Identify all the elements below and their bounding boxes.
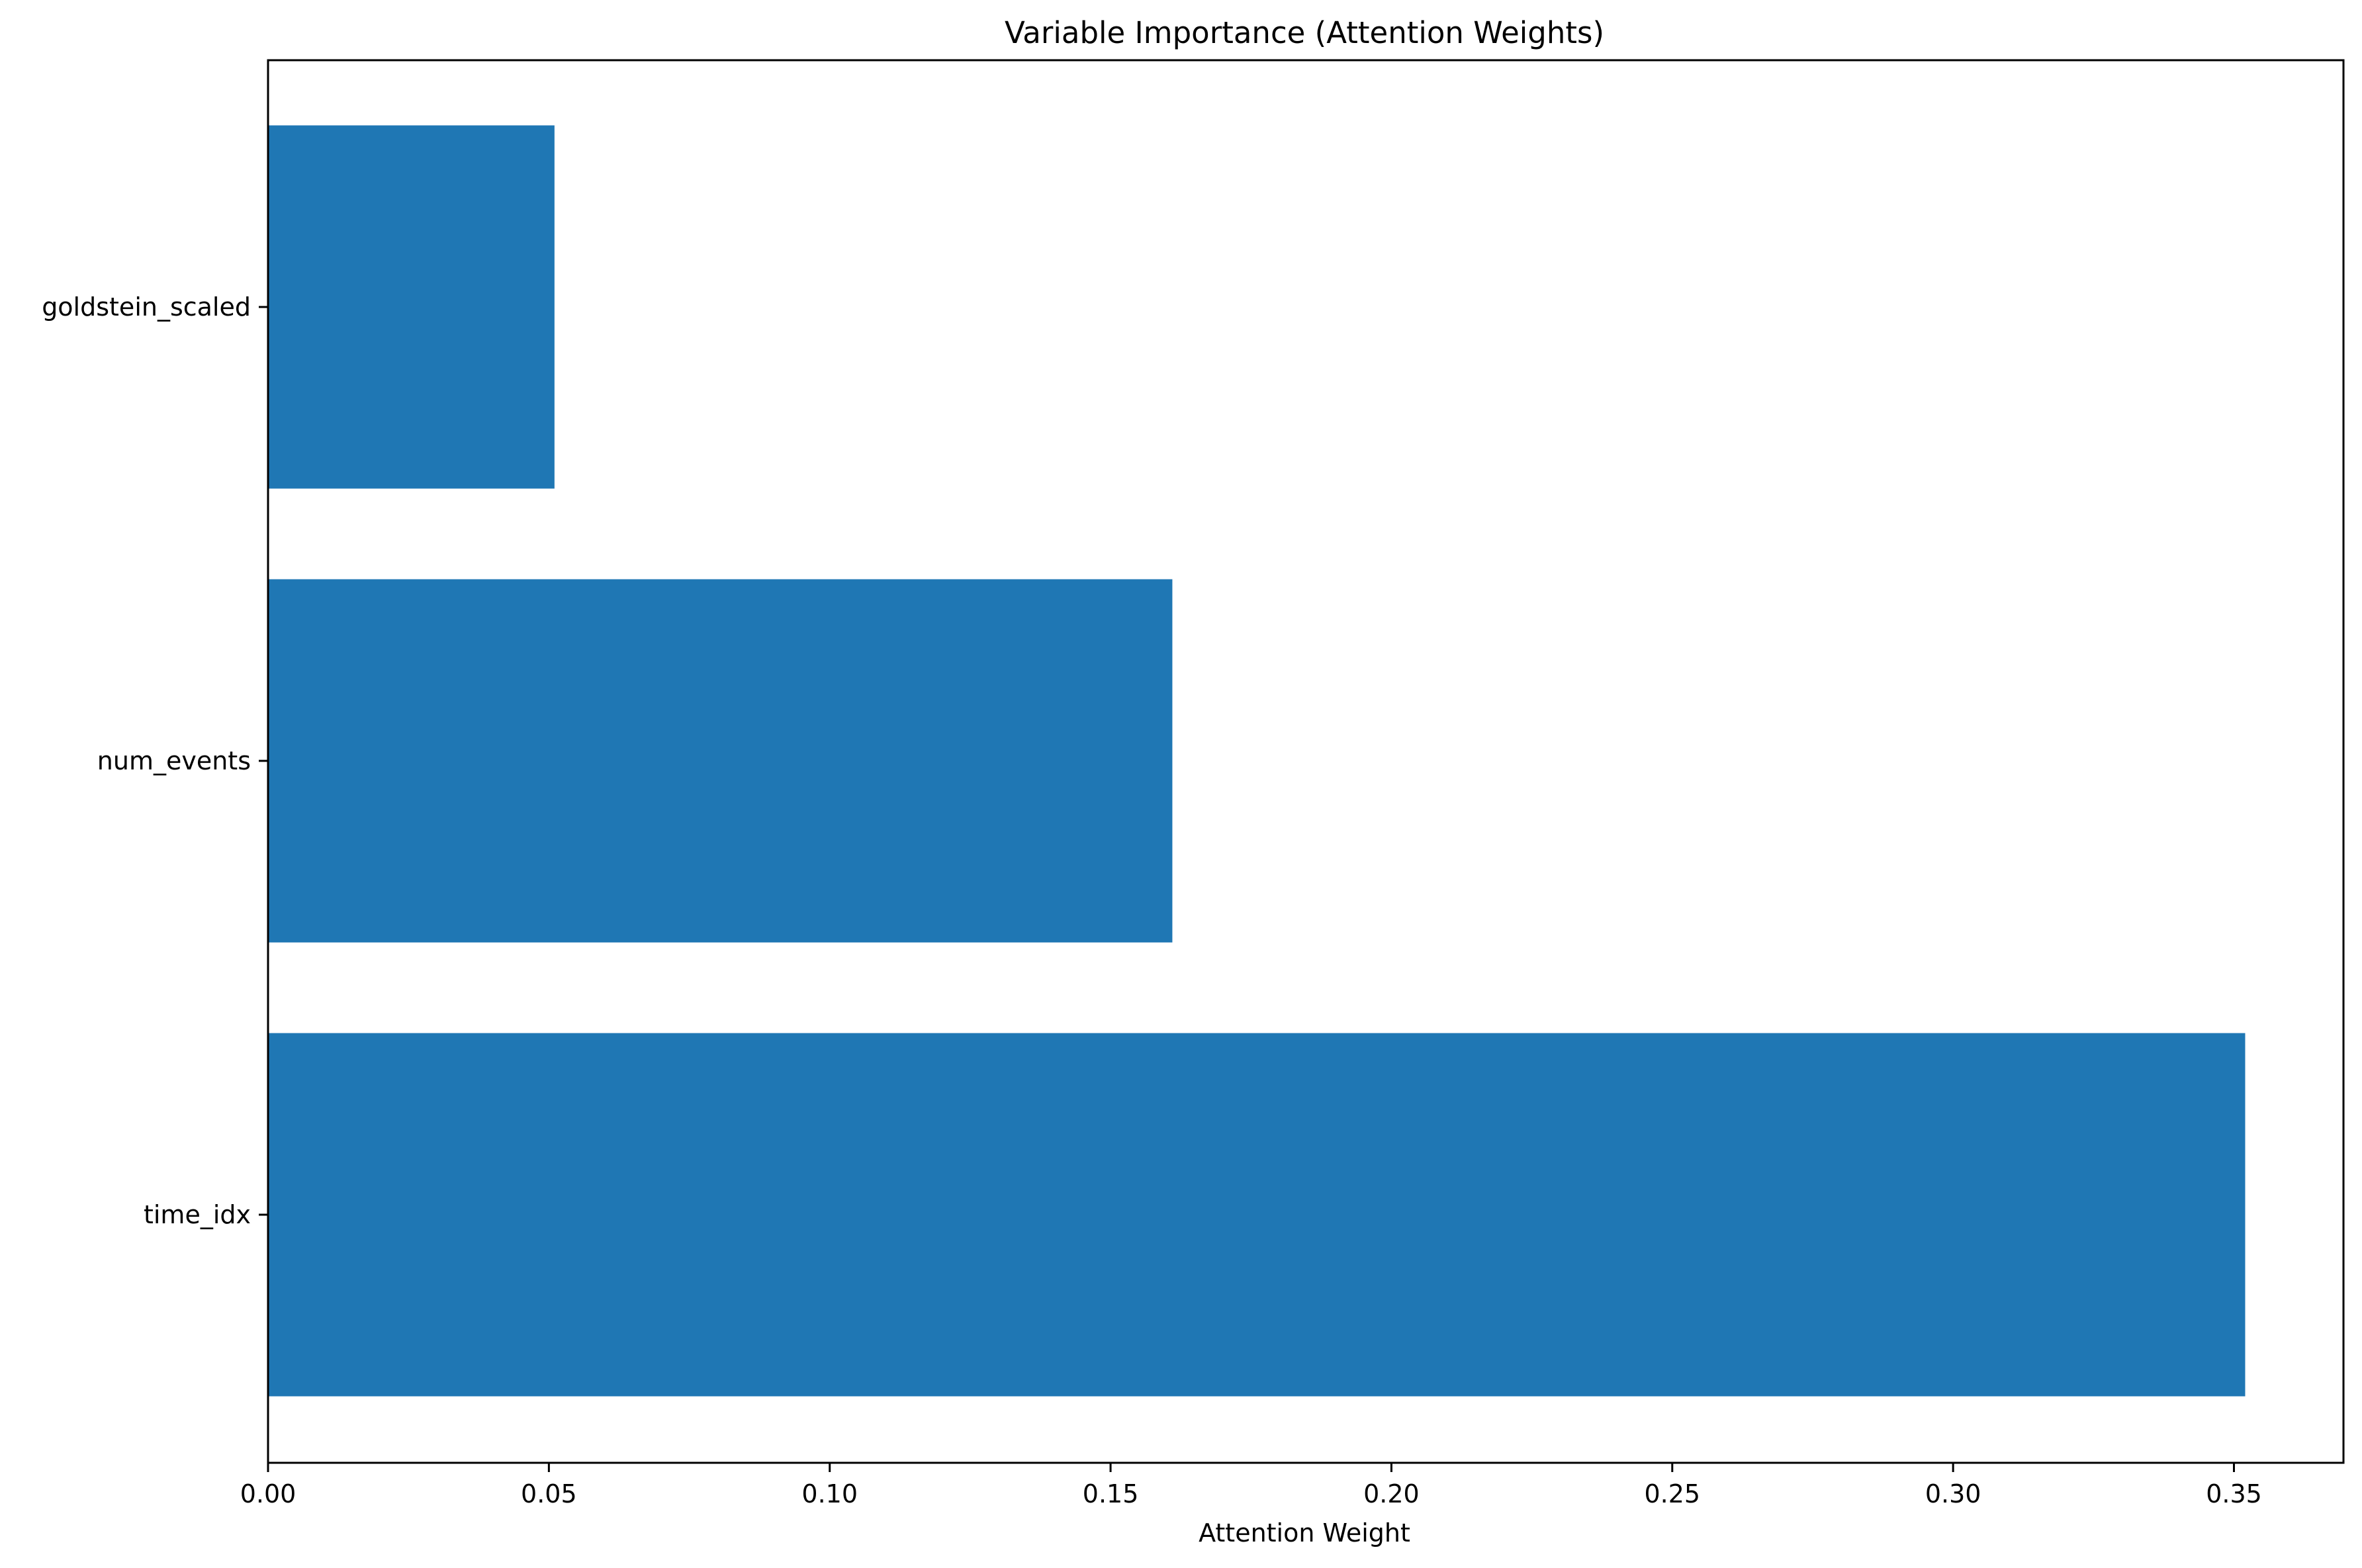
bar-num-events [268,579,1173,943]
x-axis: 0.00 0.05 0.10 0.15 0.20 0.25 0.30 0.35 [240,1463,2262,1508]
x-tick-label: 0.00 [240,1479,296,1508]
x-axis-label: Attention Weight [1199,1518,1410,1547]
y-axis: goldstein_scaled num_events time_idx [42,292,268,1229]
y-tick-label: num_events [97,746,251,775]
x-tick-label: 0.30 [1925,1479,1981,1508]
y-tick-label: time_idx [144,1200,251,1229]
x-tick-label: 0.15 [1083,1479,1139,1508]
x-tick-label: 0.35 [2206,1479,2262,1508]
bar-time-idx [268,1033,2246,1397]
bar-goldstein-scaled [268,125,555,489]
x-tick-label: 0.10 [801,1479,858,1508]
chart-title: Variable Importance (Attention Weights) [1005,15,1604,50]
x-tick-label: 0.05 [521,1479,577,1508]
y-tick-label: goldstein_scaled [42,292,251,322]
x-tick-label: 0.20 [1363,1479,1420,1508]
x-tick-label: 0.25 [1644,1479,1700,1508]
bars-layer [268,125,2246,1397]
